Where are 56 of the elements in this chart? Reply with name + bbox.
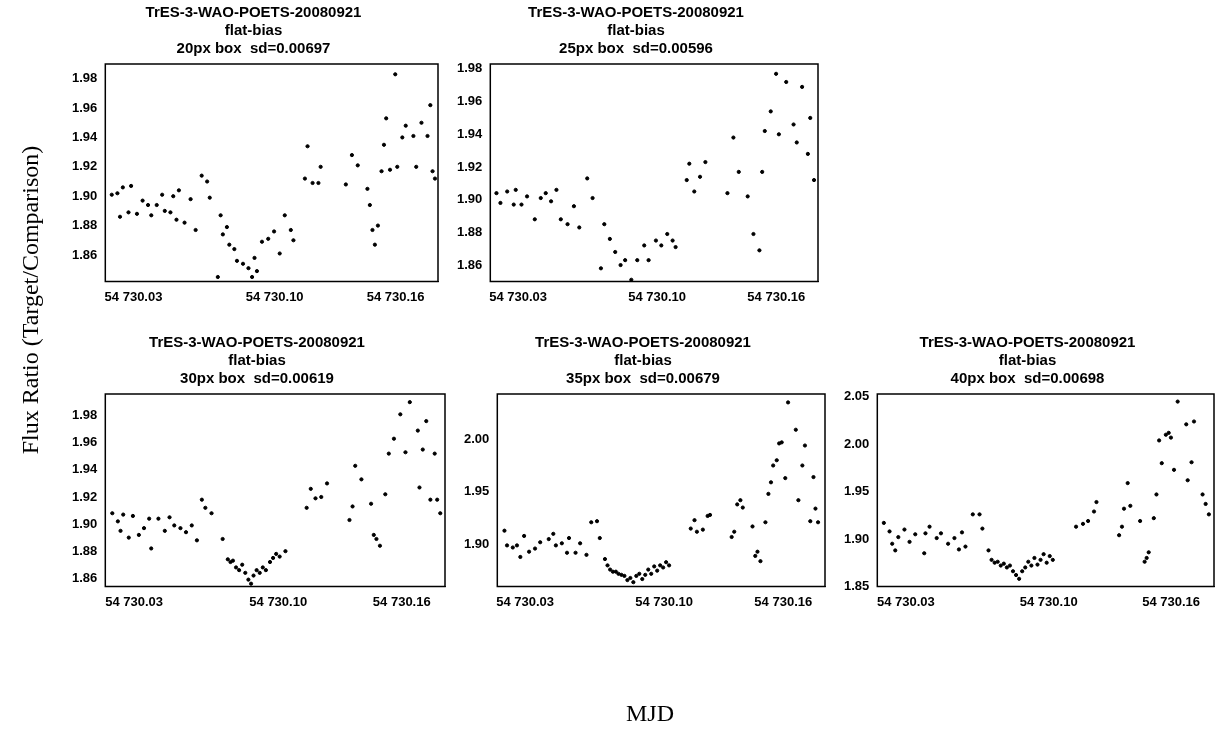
x-tick-label: 54 730.03: [104, 288, 163, 304]
y-tick-label: 1.94: [71, 461, 99, 477]
y-tick-label: 1.88: [71, 542, 98, 558]
chart-subtitle: flat-bias 35px box sd=0.00679: [566, 351, 720, 387]
y-tick-label: 1.88: [456, 223, 483, 239]
y-tick-label: 2.05: [843, 388, 870, 404]
y-tick-label: 1.96: [456, 93, 483, 109]
y-tick-label: 1.90: [71, 187, 98, 203]
y-tick-label: 1.94: [456, 125, 484, 141]
x-axis-title: MJD: [625, 700, 675, 727]
x-tick-label: 54 730.16: [1142, 593, 1201, 609]
chart-subtitle: flat-bias 40px box sd=0.00698: [950, 351, 1105, 387]
y-tick-label: 2.00: [843, 435, 870, 451]
x-tick-label: 54 730.03: [489, 288, 548, 304]
x-tick-label: 54 730.10: [245, 288, 304, 304]
x-tick-label: 54 730.03: [496, 593, 555, 609]
y-tick-label: 2.00: [463, 430, 490, 446]
x-tick-label: 54 730.03: [105, 593, 164, 609]
y-axis-title: Flux Ratio (Target/Comparison): [16, 145, 44, 455]
y-tick-label: 1.86: [71, 569, 98, 585]
x-tick-label: 54 730.10: [249, 593, 308, 609]
y-tick-label: 1.85: [843, 577, 870, 593]
chart-title: TrES-3-WAO-POETS-20080921: [145, 3, 362, 21]
y-tick-label: 1.96: [71, 434, 98, 450]
y-tick-label: 1.92: [456, 158, 483, 174]
x-tick-label: 54 730.03: [876, 593, 935, 609]
y-tick-label: 1.92: [71, 488, 98, 504]
chart-subtitle: flat-bias 20px box sd=0.00697: [176, 21, 331, 57]
y-tick-label: 1.94: [71, 129, 99, 145]
y-tick-label: 1.86: [71, 246, 98, 262]
y-tick-label: 1.96: [71, 99, 98, 115]
y-tick-label: 1.98: [71, 407, 98, 423]
chart-subtitle: flat-bias 30px box sd=0.00619: [180, 351, 334, 387]
y-tick-label: 1.88: [71, 217, 98, 233]
x-tick-label: 54 730.10: [1019, 593, 1078, 609]
chart-title: TrES-3-WAO-POETS-20080921: [535, 333, 751, 351]
y-tick-label: 1.90: [843, 530, 870, 546]
x-tick-label: 54 730.10: [635, 593, 694, 609]
y-tick-label: 1.95: [463, 483, 490, 499]
chart-title: TrES-3-WAO-POETS-20080921: [149, 333, 365, 351]
y-tick-label: 1.98: [71, 70, 98, 86]
chart-subtitle: flat-bias 25px box sd=0.00596: [559, 21, 713, 57]
y-tick-label: 1.98: [456, 60, 483, 76]
chart-title: TrES-3-WAO-POETS-20080921: [528, 3, 744, 21]
x-tick-label: 54 730.16: [747, 288, 806, 304]
x-tick-label: 54 730.16: [372, 593, 431, 609]
y-tick-label: 1.92: [71, 158, 98, 174]
y-tick-label: 1.90: [71, 515, 98, 531]
y-tick-label: 1.95: [843, 483, 870, 499]
y-tick-label: 1.90: [456, 191, 483, 207]
x-tick-label: 54 730.16: [754, 593, 813, 609]
chart-title: TrES-3-WAO-POETS-20080921: [919, 333, 1136, 351]
x-tick-label: 54 730.16: [366, 288, 425, 304]
y-tick-label: 1.90: [463, 535, 490, 551]
x-tick-label: 54 730.10: [628, 288, 687, 304]
y-tick-label: 1.86: [456, 256, 483, 272]
